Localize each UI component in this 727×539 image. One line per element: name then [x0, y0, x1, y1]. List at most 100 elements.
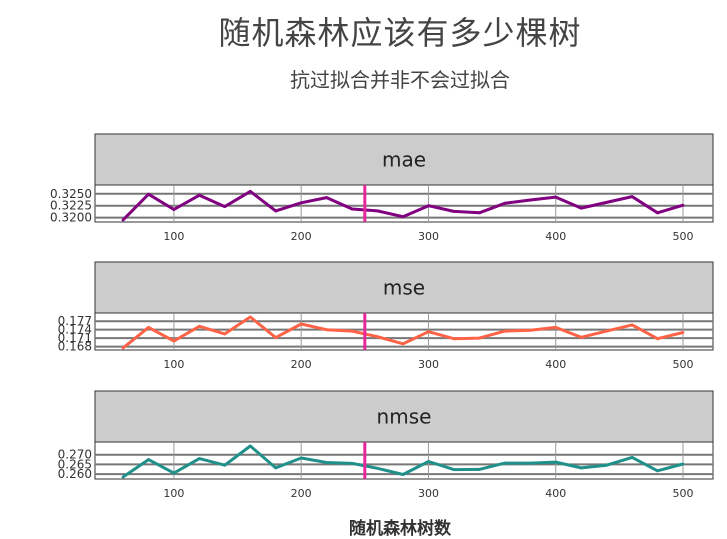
data-point-mae — [605, 200, 609, 204]
data-point-mse — [299, 322, 303, 326]
x-tick-label-nmse: 500 — [673, 487, 694, 500]
data-point-mae — [121, 218, 125, 222]
x-tick-label-mse: 100 — [163, 358, 184, 371]
data-point-mae — [248, 189, 252, 193]
y-tick-label-mse: 0.177 — [58, 314, 92, 328]
data-point-nmse — [248, 444, 252, 448]
x-tick-label-mse: 200 — [291, 358, 312, 371]
data-point-nmse — [325, 461, 329, 464]
data-point-mse — [325, 328, 329, 332]
data-point-mae — [452, 210, 456, 213]
data-point-nmse — [528, 461, 532, 465]
y-tick-label-mse: 0.168 — [58, 340, 92, 354]
data-point-mae — [681, 203, 685, 207]
data-point-mae — [325, 196, 329, 199]
chart-title: 随机森林应该有多少棵树 — [218, 14, 582, 52]
data-point-mse — [197, 324, 201, 328]
data-point-mae — [503, 201, 507, 205]
data-point-mae — [477, 211, 481, 215]
data-point-nmse — [376, 466, 379, 470]
facet-strip-label-mse: mse — [383, 276, 425, 300]
data-point-mse — [172, 339, 176, 343]
x-tick-label-nmse: 300 — [418, 487, 439, 500]
data-point-mae — [554, 195, 558, 199]
data-point-mae — [579, 206, 583, 210]
data-point-nmse — [299, 456, 303, 460]
y-tick-label-mae: 0.3250 — [50, 187, 92, 201]
data-point-mae — [299, 201, 303, 205]
data-point-nmse — [147, 458, 150, 461]
data-point-mae — [147, 192, 150, 196]
data-point-nmse — [452, 468, 456, 472]
data-point-mae — [172, 208, 176, 211]
data-point-nmse — [630, 456, 634, 459]
data-point-mse — [681, 331, 685, 334]
data-point-mae — [223, 205, 227, 209]
x-tick-label-mse: 300 — [418, 358, 439, 371]
x-tick-label-mae: 400 — [545, 230, 566, 243]
data-point-mae — [656, 211, 659, 215]
data-point-nmse — [554, 460, 558, 464]
data-point-mae — [274, 209, 278, 213]
data-point-mse — [605, 329, 609, 333]
data-point-mse — [427, 330, 430, 334]
data-point-nmse — [350, 462, 354, 465]
data-point-mse — [503, 329, 507, 333]
data-point-mae — [376, 209, 379, 213]
data-point-nmse — [477, 468, 481, 471]
data-point-mse — [477, 336, 481, 340]
data-point-mae — [350, 207, 354, 211]
data-point-mse — [350, 329, 354, 333]
x-tick-label-nmse: 200 — [291, 487, 312, 500]
data-point-mse — [630, 323, 634, 327]
facet-strip-mse — [94, 261, 714, 314]
data-point-mse — [579, 335, 583, 339]
x-tick-label-mse: 500 — [673, 358, 694, 371]
data-point-mae — [197, 193, 201, 197]
data-point-nmse — [427, 460, 430, 463]
x-tick-label-mae: 100 — [163, 230, 184, 243]
data-point-nmse — [503, 461, 507, 465]
data-point-nmse — [401, 473, 405, 476]
data-point-nmse — [605, 463, 609, 467]
chart-subtitle: 抗过拟合并非不会过拟合 — [290, 68, 510, 92]
data-point-mse — [401, 342, 405, 346]
data-point-mse — [376, 335, 379, 339]
y-tick-label-mae: 0.3200 — [50, 211, 92, 225]
data-point-nmse — [656, 469, 659, 473]
data-point-nmse — [579, 466, 583, 470]
facet-strip-nmse — [94, 390, 714, 443]
data-point-mae — [401, 215, 405, 219]
data-point-nmse — [172, 471, 176, 475]
data-point-mae — [528, 198, 532, 202]
data-point-mse — [147, 326, 150, 329]
x-tick-label-mae: 500 — [673, 230, 694, 243]
data-point-nmse — [223, 463, 227, 467]
data-point-mse — [528, 328, 532, 332]
y-tick-label-mse: 0.171 — [58, 331, 92, 345]
data-point-mse — [274, 336, 278, 339]
x-tick-label-mae: 300 — [418, 230, 439, 243]
x-tick-label-mae: 200 — [291, 230, 312, 243]
data-point-nmse — [274, 466, 278, 470]
data-point-mse — [223, 332, 227, 336]
data-point-mse — [121, 346, 125, 350]
data-point-mae — [427, 204, 430, 208]
data-point-nmse — [197, 457, 201, 460]
data-point-mse — [248, 315, 252, 319]
x-tick-label-nmse: 400 — [545, 487, 566, 500]
x-tick-label-mse: 400 — [545, 358, 566, 371]
data-point-nmse — [681, 462, 685, 466]
y-tick-label-mae: 0.3225 — [50, 199, 92, 213]
data-point-mse — [452, 337, 456, 341]
x-axis-label: 随机森林树数 — [349, 519, 451, 539]
facet-strip-label-nmse: nmse — [377, 405, 432, 429]
data-point-mse — [554, 326, 558, 329]
y-tick-label-nmse: 0.260 — [58, 467, 92, 481]
facet-strip-label-mae: mae — [382, 148, 426, 172]
data-point-mae — [630, 195, 634, 199]
y-tick-label-mse: 0.174 — [58, 323, 92, 337]
y-tick-label-nmse: 0.270 — [58, 448, 92, 462]
y-tick-label-nmse: 0.265 — [58, 457, 92, 471]
